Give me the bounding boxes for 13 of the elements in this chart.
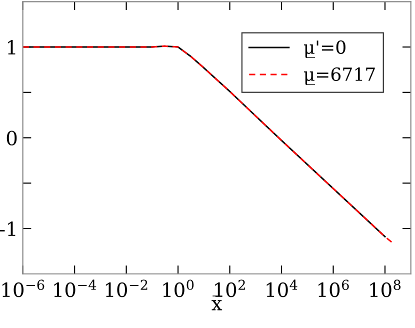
y-tick-label: 1 xyxy=(8,40,16,54)
x-tick-label: 10$^{6}$ xyxy=(318,280,349,298)
legend-label: μ̲=6717 xyxy=(304,67,375,86)
x-tick-label: 10$^{0}$ xyxy=(163,280,194,298)
y-tick-label: 0 xyxy=(6,130,17,146)
x-tick-label: 10$^{−4}$ xyxy=(54,280,96,298)
x-tick-label: 10$^{4}$ xyxy=(266,280,298,298)
x-tick-label: 10$^{−6}$ xyxy=(2,280,44,298)
x-tick-label: 10$^{8}$ xyxy=(370,280,401,298)
x-tick-label: 10$^{2}$ xyxy=(215,280,245,298)
legend-label: μ̲'=0 xyxy=(304,40,346,58)
x-tick-label: 10$^{−2}$ xyxy=(106,280,148,298)
y-tick-label: -1 xyxy=(0,221,16,236)
